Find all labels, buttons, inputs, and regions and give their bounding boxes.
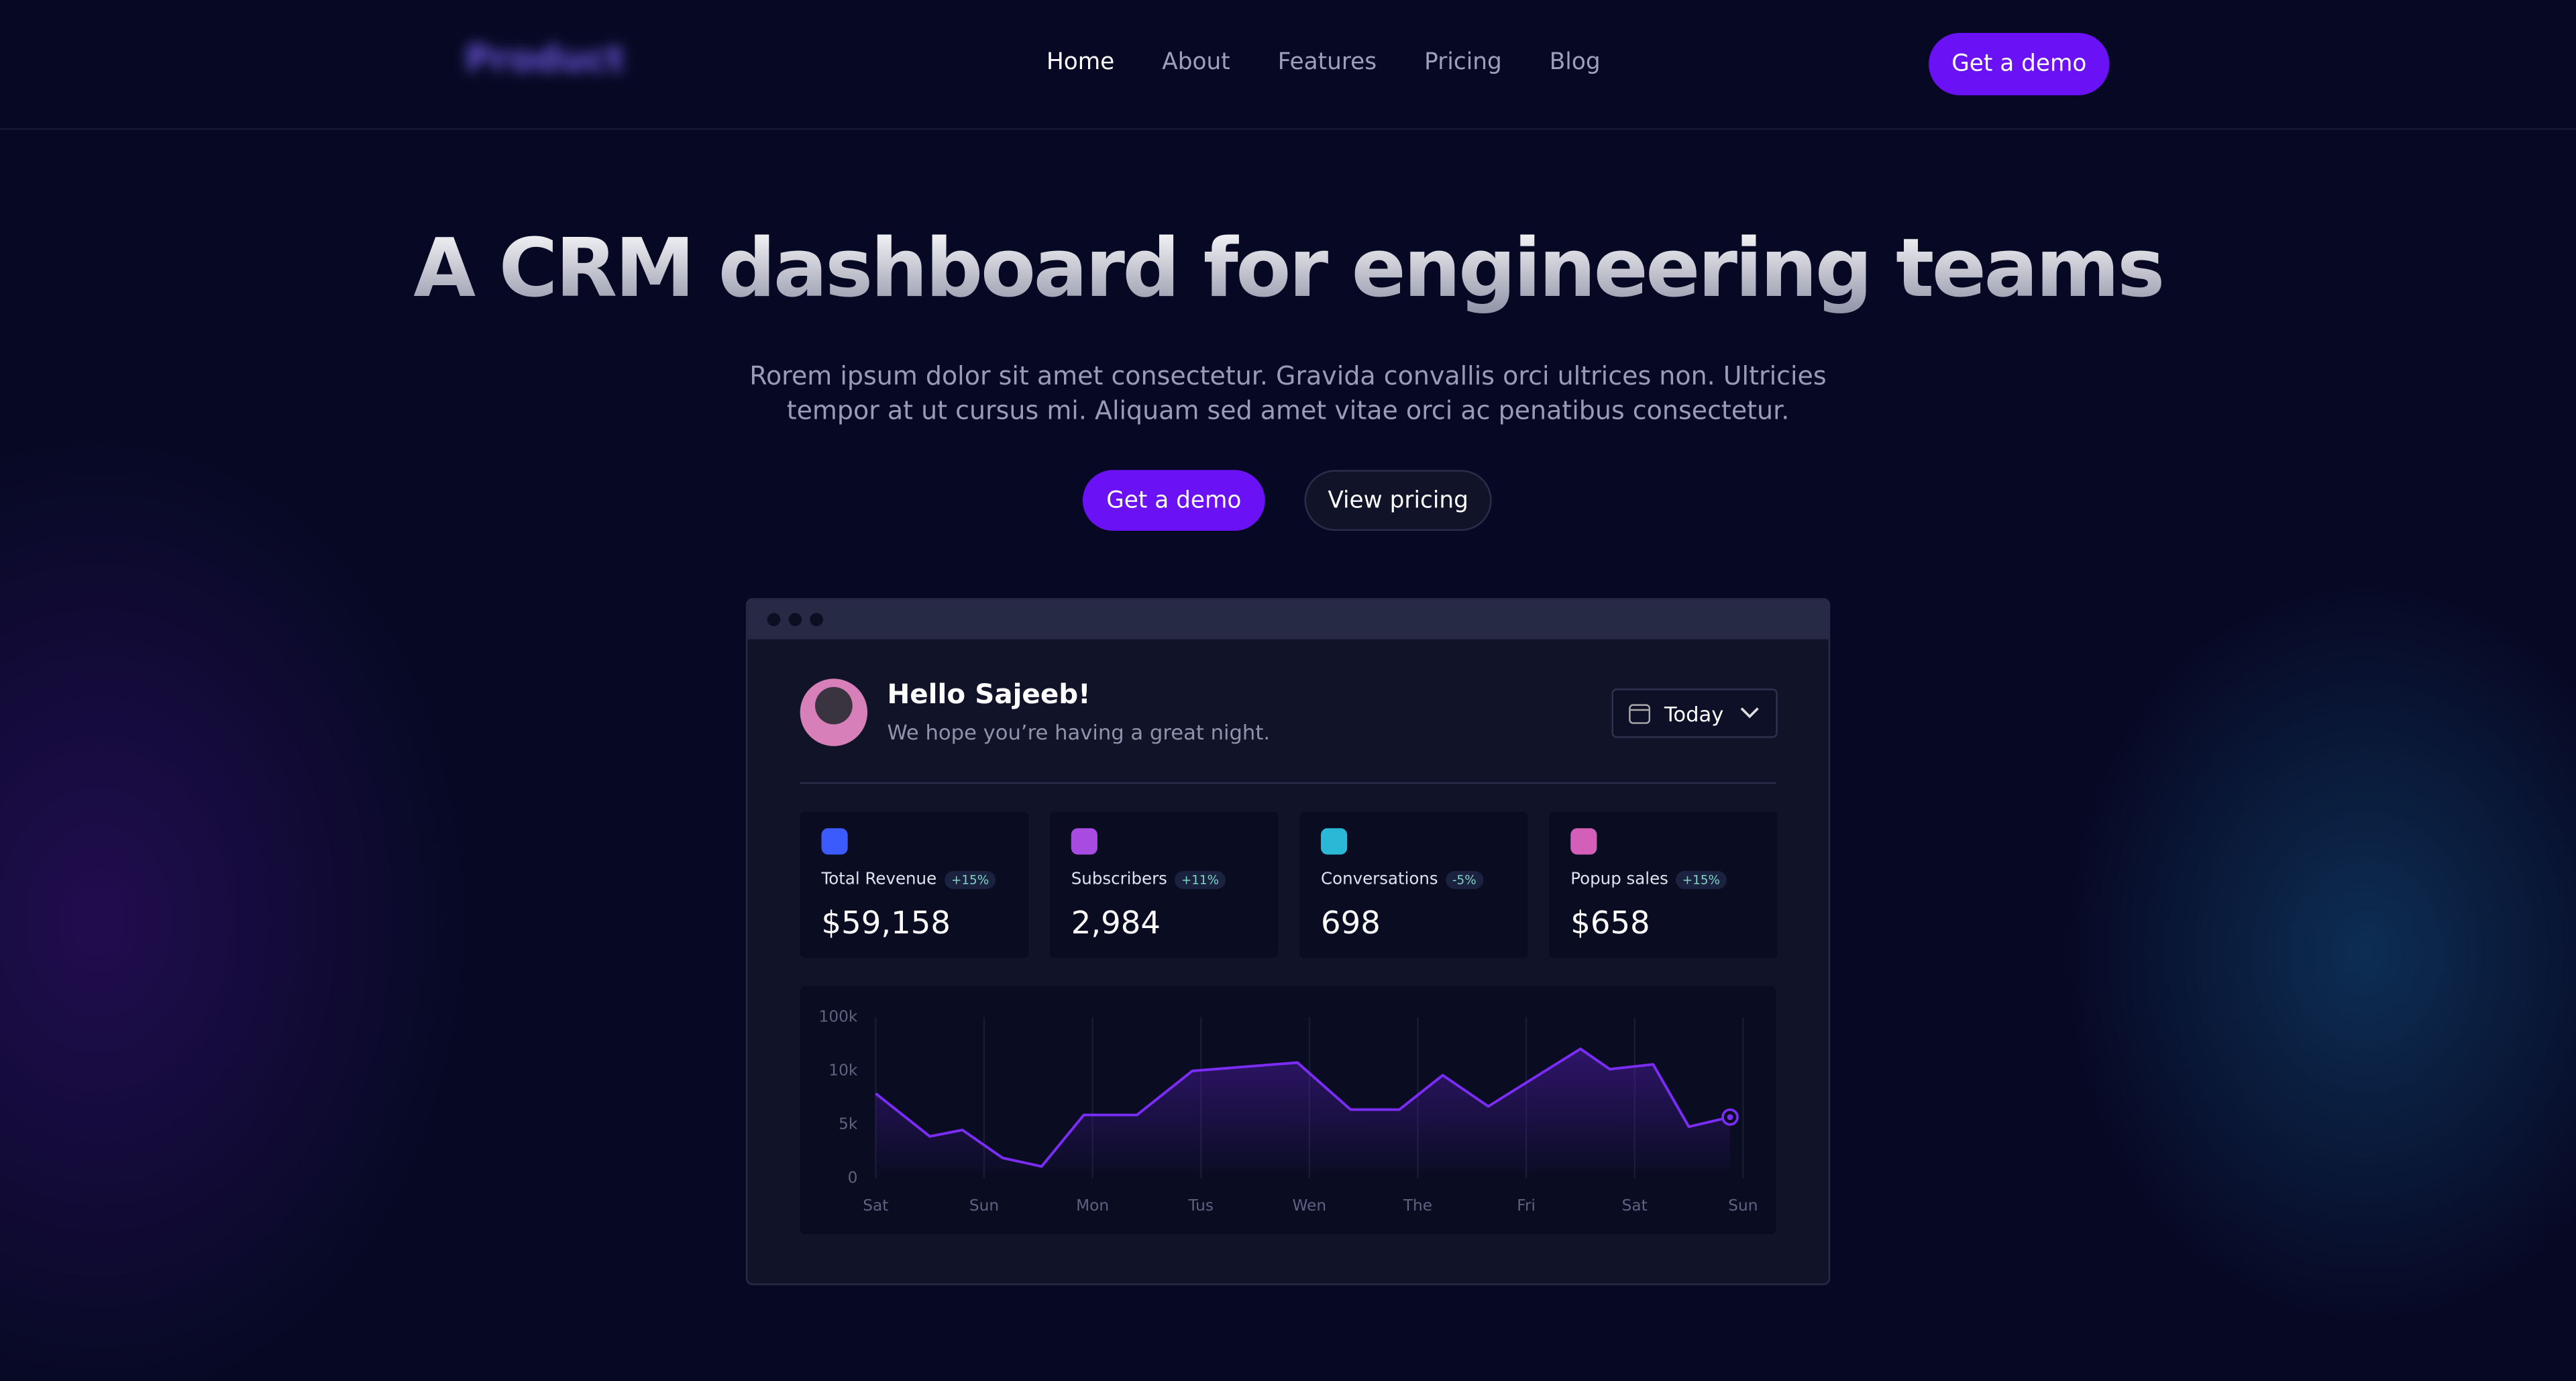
stat-label: Conversations (1320, 870, 1438, 889)
line (875, 1047, 1731, 1168)
stat-card: Popup sales +15% $658 (1549, 811, 1778, 958)
stat-value: 2,984 (1071, 905, 1161, 942)
nav-links: Home About Features Pricing Blog (1046, 49, 1601, 75)
end-marker-dot (1727, 1114, 1733, 1121)
nav-cta[interactable]: Get a demo (1929, 32, 2110, 96)
nav-link[interactable]: Features (1277, 49, 1377, 76)
stat-change: -5% (1446, 870, 1483, 889)
stat-icon (1320, 828, 1348, 855)
secondary-button[interactable]: View pricing (1304, 470, 1492, 531)
x-tick-label: Sun (969, 1196, 999, 1215)
window-dot (810, 613, 823, 627)
y-tick-label: 5k (839, 1115, 858, 1133)
stat-value: $658 (1570, 905, 1650, 942)
nav-link[interactable]: Home (1046, 49, 1115, 76)
stat-change: +15% (1675, 870, 1727, 889)
stat-icon (821, 828, 848, 855)
stat-card: Subscribers +11% 2,984 (1049, 811, 1279, 958)
x-tick-label: The (1403, 1196, 1432, 1215)
primary-button[interactable]: Get a demo (1082, 470, 1265, 531)
stat-label: Total Revenue (821, 870, 937, 889)
x-tick-label: Wen (1293, 1196, 1327, 1215)
window-dot (788, 613, 802, 627)
area (875, 1049, 1730, 1178)
x-tick-label: Mon (1076, 1196, 1109, 1215)
y-tick-label: 100k (819, 1007, 858, 1025)
stat-change: +11% (1175, 870, 1226, 889)
nav-bar: Product Home About Features Pricing Blog… (0, 0, 2576, 130)
x-tick-label: Sun (1728, 1196, 1758, 1215)
hero-title: A CRM dashboard for engineering teams (0, 222, 2576, 316)
stat-label: Subscribers (1071, 870, 1167, 889)
hero-text: Rorem ipsum dolor sit amet consectetur. … (749, 361, 1827, 426)
nav-link[interactable]: Blog (1549, 49, 1601, 76)
stat-label: Popup sales (1570, 870, 1668, 889)
window-bar (747, 599, 1829, 640)
stat-value: 698 (1320, 905, 1381, 942)
x-tick-label: Fri (1517, 1196, 1536, 1215)
divider (800, 782, 1776, 784)
y-tick-label: 0 (848, 1168, 858, 1186)
nav-link[interactable]: Pricing (1424, 49, 1502, 76)
avatar (800, 678, 868, 746)
greeting: Hello Sajeeb! (887, 678, 1091, 710)
chevron (1740, 707, 1759, 719)
window-dot (767, 613, 781, 627)
stat-icon (1570, 828, 1597, 855)
stat-card: Conversations -5% 698 (1299, 811, 1528, 958)
chart: 0 5k 10k 100k Sat Sun Mon Tus Wen The Fri Sat Sun (800, 986, 1776, 1235)
calendar-icon (1629, 704, 1651, 724)
logo[interactable]: Product (465, 39, 625, 81)
y-tick-label: 10k (828, 1061, 858, 1079)
x-tick-label: Sat (1622, 1196, 1648, 1215)
stat-card: Total Revenue +15% $59,158 (800, 811, 1029, 958)
stat-change: +15% (945, 870, 996, 889)
nav-link[interactable]: About (1162, 49, 1230, 76)
stat-value: $59,158 (821, 905, 951, 942)
x-tick-label: Tus (1187, 1196, 1214, 1215)
stat-icon (1071, 828, 1097, 855)
range-select[interactable]: Today (1611, 688, 1778, 738)
greeting-subtitle: We hope you’re having a great night. (887, 719, 1271, 745)
x-tick-label: Sat (863, 1196, 888, 1215)
dashboard-window: Hello Sajeeb! We hope you’re having a gr… (745, 598, 1831, 1286)
range-label: Today (1664, 701, 1724, 727)
